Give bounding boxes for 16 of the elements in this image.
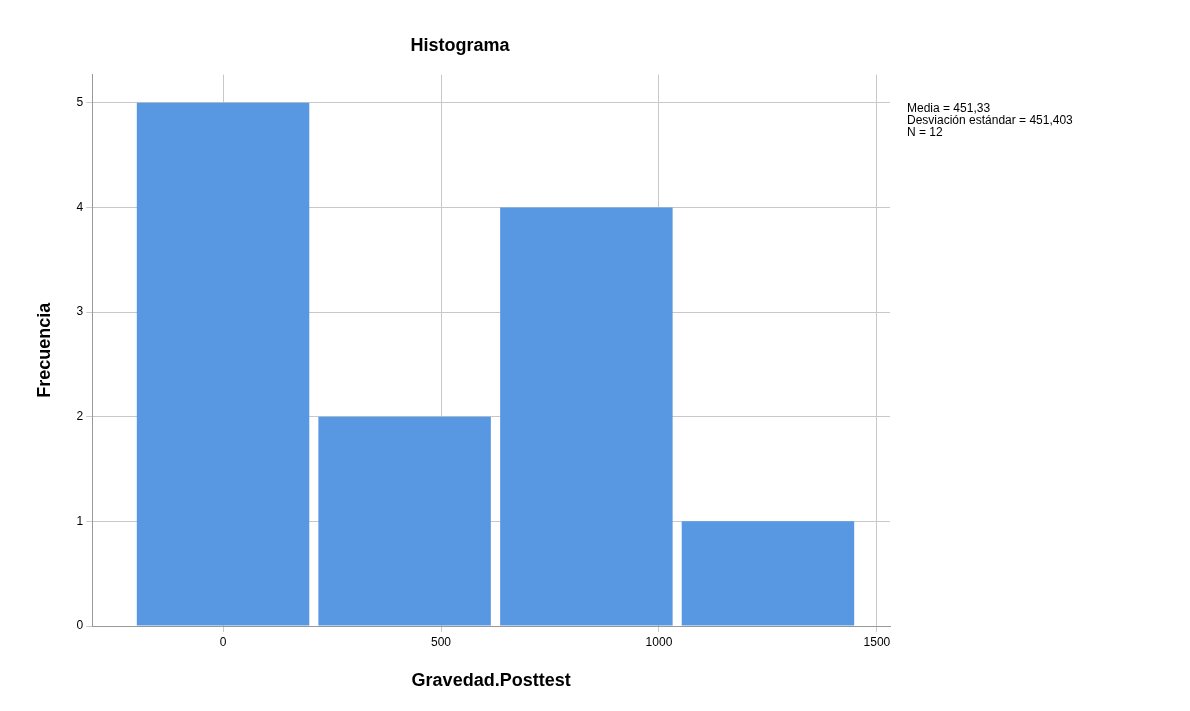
- y-tick-label: 1: [76, 513, 84, 528]
- y-tick-label: 3: [76, 304, 84, 319]
- y-tick-label: 0: [76, 618, 84, 633]
- x-tick-label: 1500: [863, 634, 891, 649]
- text: Desviación estándar = 451,403: [907, 112, 1074, 127]
- text: Media = 451,33: [907, 100, 991, 115]
- x-tick-label: 1000: [645, 634, 673, 649]
- y-axis-title: Frecuencia: [33, 301, 54, 398]
- x-tick-label: 500: [430, 634, 452, 649]
- y-tick-label: 4: [76, 199, 84, 214]
- chart-title: Histograma: [410, 34, 511, 55]
- y-tick-label: 5: [76, 95, 84, 110]
- y-tick-label: 2: [76, 409, 84, 424]
- x-tick-label: 0: [219, 634, 227, 649]
- text: N = 12: [907, 124, 944, 139]
- x-axis-title: Gravedad.Posttest: [411, 670, 571, 691]
